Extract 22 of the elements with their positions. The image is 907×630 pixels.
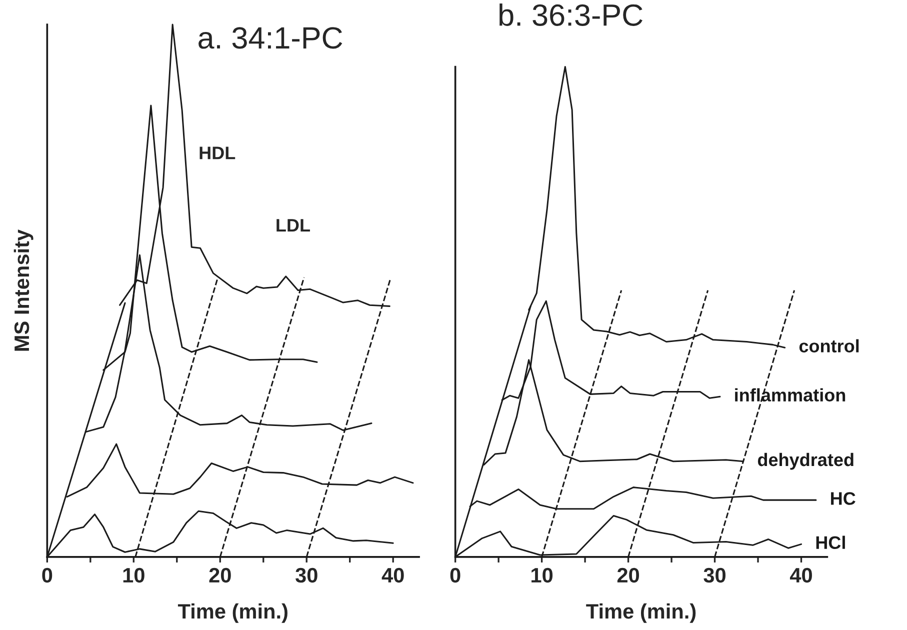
annotation: HDL	[200, 146, 236, 160]
annotation: LDL	[276, 219, 310, 232]
x-axis-title: Time (min.)	[178, 603, 288, 623]
x-tick-label: 10	[532, 568, 553, 583]
x-tick-label: 20	[209, 568, 231, 583]
series-label: inflammation	[735, 388, 846, 402]
series-label: dehydrated	[758, 452, 854, 470]
series-label: control	[799, 339, 859, 352]
y-axis-title: MS Intensity	[14, 230, 34, 351]
x-tick-label: 0	[450, 568, 460, 583]
x-tick-label: 30	[296, 568, 318, 583]
x-tick-label: 0	[42, 568, 52, 583]
series-label: HC	[831, 492, 856, 505]
x-tick-label: 40	[790, 568, 812, 583]
x-axis-title: Time (min.)	[586, 603, 696, 623]
chart-title: a. 34:1-PC	[198, 27, 342, 49]
chart-title: b. 36:3-PC	[500, 4, 642, 26]
series-label: HCl	[816, 536, 845, 550]
x-tick-label: 20	[617, 568, 640, 583]
x-tick-label: 40	[382, 568, 404, 583]
x-tick-label: 30	[704, 568, 726, 583]
x-tick-label: 10	[123, 568, 144, 583]
